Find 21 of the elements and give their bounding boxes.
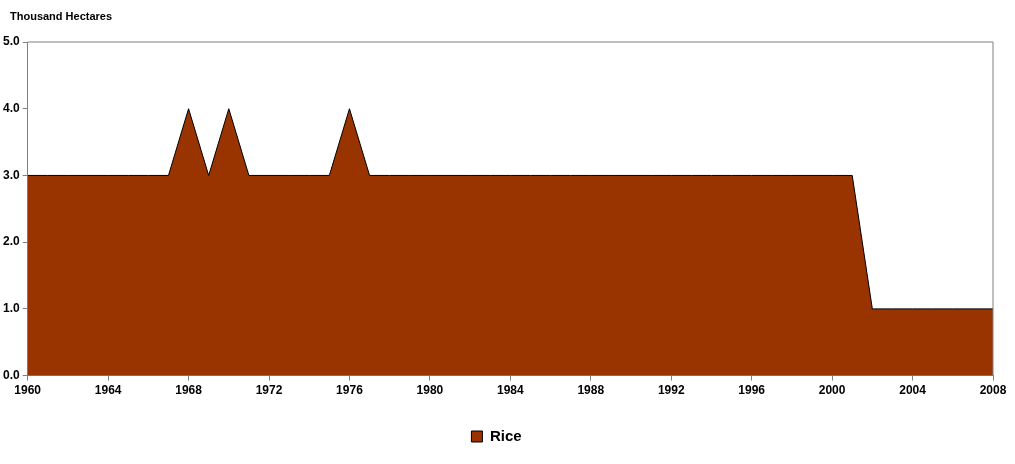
y-tick-label: 5.0 [2, 34, 20, 49]
y-tick-label: 1.0 [2, 301, 20, 316]
x-tick-label: 2000 [818, 383, 846, 398]
x-tick-label: 1968 [175, 383, 203, 398]
x-tick-label: 2004 [899, 383, 927, 398]
x-tick-label: 1984 [496, 383, 525, 398]
y-tick-label: 0.0 [2, 367, 20, 382]
x-tick-label: 1964 [94, 383, 122, 398]
x-tick-label: 1972 [255, 383, 283, 398]
x-tick-label: 2008 [979, 383, 1007, 398]
y-tick-label: 4.0 [2, 101, 20, 116]
x-tick-label: 1976 [336, 383, 364, 398]
legend-label: Rice [489, 426, 522, 444]
x-tick-label: 1960 [14, 383, 42, 398]
y-tick-label: 3.0 [2, 167, 20, 182]
y-tick-label: 2.0 [2, 234, 20, 249]
x-tick-label: 1980 [416, 383, 444, 398]
x-tick-label: 1992 [657, 383, 685, 398]
x-tick-label: 1988 [577, 383, 605, 398]
y-axis-title: Thousand Hectares [10, 10, 113, 22]
x-tick-label: 1996 [738, 383, 766, 398]
